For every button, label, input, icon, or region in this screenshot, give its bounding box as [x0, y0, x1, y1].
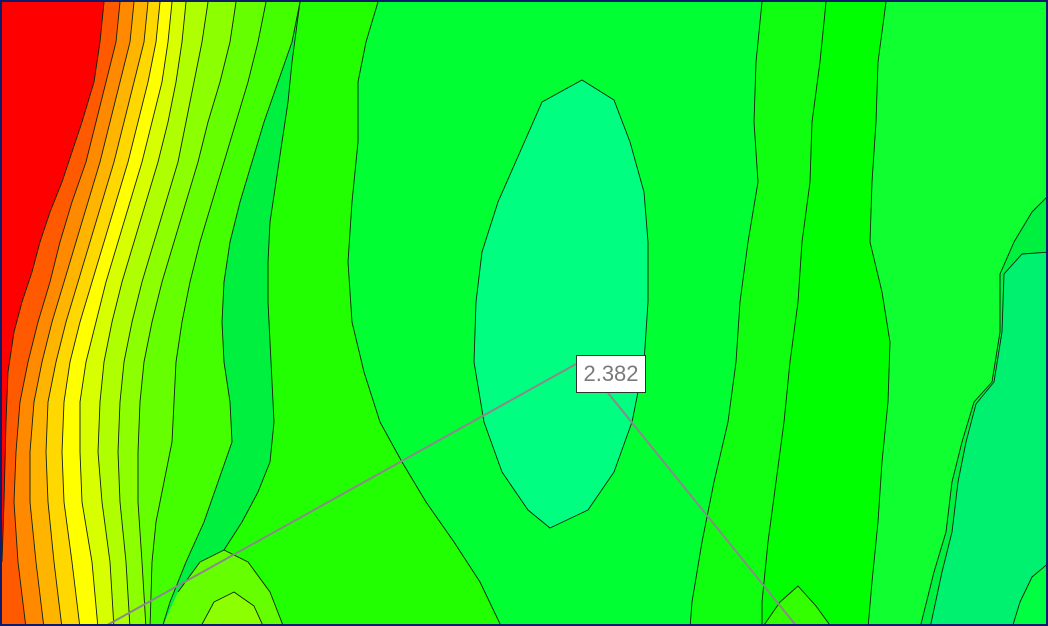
contour-band-amber	[30, 2, 148, 624]
contour-value-label[interactable]: 2.382	[576, 355, 646, 393]
contour-band-orange-red	[2, 2, 120, 624]
contour-band-green-1	[150, 2, 300, 624]
contour-band-right-trough	[930, 252, 1046, 624]
contour-line	[1012, 564, 1046, 624]
contour-band-trough	[474, 80, 648, 528]
label-leader-line-left	[107, 363, 577, 624]
contour-line	[201, 591, 263, 624]
contour-band-lemon	[80, 2, 186, 624]
contour-line	[177, 549, 283, 624]
contour-band-right-bottom	[1013, 565, 1046, 624]
contour-line	[867, 2, 891, 624]
contour-band-green-2	[224, 2, 501, 624]
contour-band-bulge-inner	[202, 592, 263, 624]
contour-line	[223, 2, 301, 551]
contour-line	[117, 2, 209, 624]
contour-band-green-4	[690, 2, 826, 624]
contour-band-yellow-green	[138, 2, 266, 624]
contour-line	[13, 2, 121, 624]
contour-band-yellow	[62, 2, 172, 624]
contour-line	[347, 2, 501, 624]
contour-line	[45, 2, 149, 624]
label-leader-line-right	[607, 392, 797, 624]
contour-line	[2, 2, 105, 563]
contour-line	[61, 2, 161, 624]
contour-band-lime	[98, 2, 208, 624]
contour-line	[761, 2, 827, 624]
contour-line	[689, 2, 763, 624]
contour-band-green-5	[762, 2, 890, 624]
contour-line	[764, 585, 830, 624]
contour-line	[930, 251, 1046, 624]
contour-line	[137, 2, 237, 624]
contour-band-red	[2, 2, 104, 562]
contour-line	[149, 2, 267, 624]
contour-band-green-6	[868, 2, 1046, 624]
contour-line	[473, 79, 649, 529]
contour-line	[79, 2, 173, 624]
contour-line	[920, 197, 1046, 624]
contour-line	[162, 2, 301, 624]
contour-line	[97, 2, 187, 624]
contour-band-wedge	[764, 586, 830, 624]
contour-band-orange	[14, 2, 134, 624]
contour-line	[29, 2, 135, 624]
